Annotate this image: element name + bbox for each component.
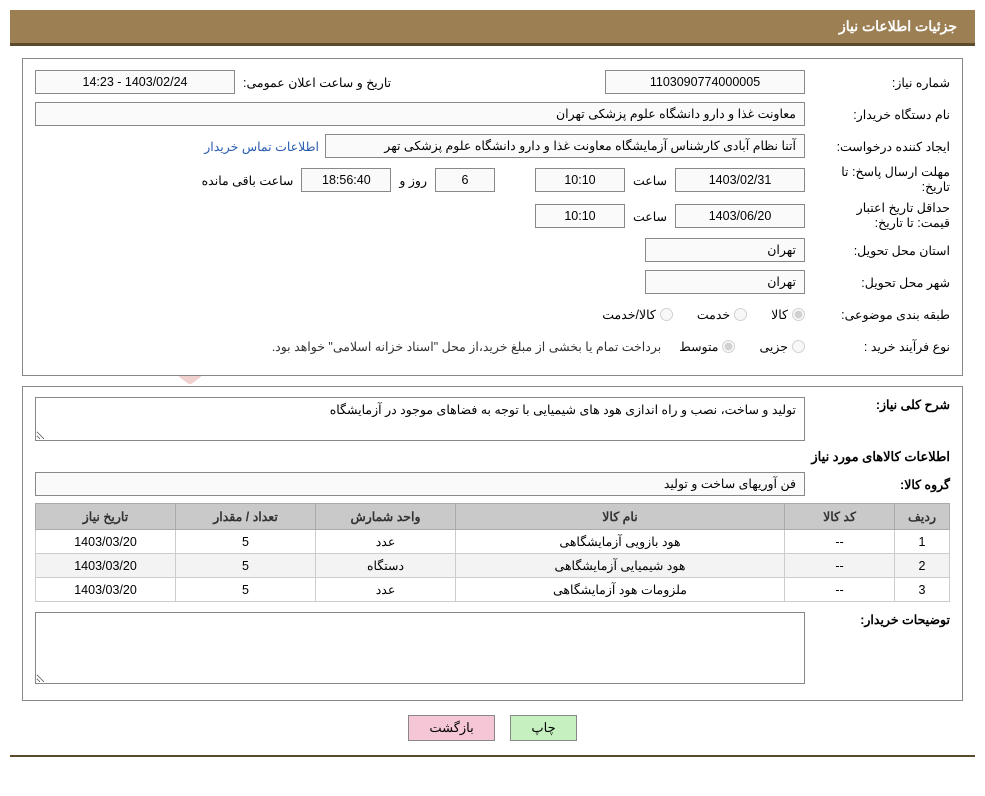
buyer-org-value: معاونت غذا و دارو دانشگاه علوم پزشکی تهر…	[35, 102, 805, 126]
back-button[interactable]: بازگشت	[408, 715, 494, 741]
days-remaining: 6	[435, 168, 495, 192]
th-date: تاریخ نیاز	[36, 504, 176, 530]
delivery-city-label: شهر محل تحویل:	[805, 275, 950, 290]
th-code: کد کالا	[785, 504, 895, 530]
desc-textarea[interactable]: تولید و ساخت، نصب و راه اندازی هود های ش…	[35, 397, 805, 441]
requester-label: ایجاد کننده درخواست:	[805, 139, 950, 154]
th-row-no: ردیف	[895, 504, 950, 530]
purchase-medium-input[interactable]	[722, 340, 735, 353]
min-validity-date: 1403/06/20	[675, 204, 805, 228]
table-cell-n: 2	[895, 554, 950, 578]
desc-text: تولید و ساخت، نصب و راه اندازی هود های ش…	[330, 403, 796, 417]
days-word: روز و	[391, 173, 435, 188]
time-remaining-label: ساعت باقی مانده	[194, 173, 302, 188]
purchase-partial-label: جزیی	[759, 339, 788, 354]
desc-label: شرح کلی نیاز:	[805, 397, 950, 412]
th-name: نام کالا	[456, 504, 785, 530]
deadline-date: 1403/02/31	[675, 168, 805, 192]
purchase-note: برداخت تمام یا بخشی از مبلغ خرید،از محل …	[272, 339, 662, 354]
class-goods-service-radio[interactable]: کالا/خدمت	[602, 307, 673, 322]
class-goods-label: کالا	[771, 307, 788, 322]
class-goods-service-input[interactable]	[660, 308, 673, 321]
table-cell-date: 1403/03/20	[36, 530, 176, 554]
purchase-partial-radio[interactable]: جزیی	[759, 339, 805, 354]
class-service-input[interactable]	[734, 308, 747, 321]
min-validity-time: 10:10	[535, 204, 625, 228]
buyer-notes-textarea[interactable]	[35, 612, 805, 684]
time-label-2: ساعت	[625, 209, 675, 224]
table-row: 3--ملزومات هود آزمایشگاهیعدد51403/03/20	[36, 578, 950, 602]
table-cell-code: --	[785, 578, 895, 602]
class-service-label: خدمت	[697, 307, 730, 322]
table-cell-name: هود شیمیایی آزمایشگاهی	[456, 554, 785, 578]
need-info-panel: شماره نیاز: 1103090774000005 تاریخ و ساع…	[22, 58, 963, 376]
table-cell-qty: 5	[176, 530, 316, 554]
table-header-row: ردیف کد کالا نام کالا واحد شمارش تعداد /…	[36, 504, 950, 530]
table-cell-date: 1403/03/20	[36, 554, 176, 578]
classification-radios: کالا خدمت کالا/خدمت	[584, 307, 805, 322]
buyer-org-label: نام دستگاه خریدار:	[805, 107, 950, 122]
items-table: ردیف کد کالا نام کالا واحد شمارش تعداد /…	[35, 503, 950, 602]
pub-datetime-label: تاریخ و ساعت اعلان عمومی:	[235, 75, 399, 90]
purchase-partial-input[interactable]	[792, 340, 805, 353]
goods-group-value: فن آوریهای ساخت و تولید	[35, 472, 805, 496]
table-cell-qty: 5	[176, 554, 316, 578]
table-cell-n: 3	[895, 578, 950, 602]
need-no-value: 1103090774000005	[605, 70, 805, 94]
table-cell-date: 1403/03/20	[36, 578, 176, 602]
table-row: 2--هود شیمیایی آزمایشگاهیدستگاه51403/03/…	[36, 554, 950, 578]
need-no-label: شماره نیاز:	[805, 75, 950, 90]
deadline-label: مهلت ارسال پاسخ: تا تاریخ:	[805, 165, 950, 195]
purchase-medium-label: متوسط	[679, 339, 718, 354]
action-buttons: چاپ بازگشت	[0, 715, 985, 741]
requester-value: آتنا نظام آبادی کارشناس آزمایشگاه معاونت…	[325, 134, 805, 158]
table-cell-qty: 5	[176, 578, 316, 602]
table-cell-name: ملزومات هود آزمایشگاهی	[456, 578, 785, 602]
class-goods-service-label: کالا/خدمت	[602, 307, 656, 322]
delivery-province-label: استان محل تحویل:	[805, 243, 950, 258]
bottom-divider	[10, 755, 975, 757]
delivery-province-value: تهران	[645, 238, 805, 262]
classification-label: طبقه بندی موضوعی:	[805, 307, 950, 322]
class-service-radio[interactable]: خدمت	[697, 307, 747, 322]
buyer-contact-link[interactable]: اطلاعات تماس خریدار	[204, 139, 325, 154]
time-remaining: 18:56:40	[301, 168, 391, 192]
deadline-time: 10:10	[535, 168, 625, 192]
goods-group-label: گروه کالا:	[805, 477, 950, 492]
table-cell-n: 1	[895, 530, 950, 554]
purchase-type-label: نوع فرآیند خرید :	[805, 339, 950, 354]
print-button[interactable]: چاپ	[510, 715, 576, 741]
table-cell-code: --	[785, 530, 895, 554]
page-header: جزئیات اطلاعات نیاز	[10, 10, 975, 43]
table-cell-name: هود بازویی آزمایشگاهی	[456, 530, 785, 554]
page-title: جزئیات اطلاعات نیاز	[839, 18, 957, 34]
th-unit: واحد شمارش	[316, 504, 456, 530]
delivery-city-value: تهران	[645, 270, 805, 294]
buyer-notes-label: توضیحات خریدار:	[805, 612, 950, 627]
class-goods-radio[interactable]: کالا	[771, 307, 805, 322]
purchase-medium-radio[interactable]: متوسط	[679, 339, 735, 354]
pub-datetime-value: 1403/02/24 - 14:23	[35, 70, 235, 94]
table-cell-code: --	[785, 554, 895, 578]
table-cell-unit: دستگاه	[316, 554, 456, 578]
table-cell-unit: عدد	[316, 578, 456, 602]
time-label-1: ساعت	[625, 173, 675, 188]
table-cell-unit: عدد	[316, 530, 456, 554]
purchase-type-radios: جزیی متوسط	[661, 339, 805, 354]
header-divider	[10, 43, 975, 46]
min-validity-label: حداقل تاریخ اعتبار قیمت: تا تاریخ:	[805, 201, 950, 231]
table-row: 1--هود بازویی آزمایشگاهیعدد51403/03/20	[36, 530, 950, 554]
items-section-title: اطلاعات کالاهای مورد نیاز	[35, 449, 950, 465]
class-goods-input[interactable]	[792, 308, 805, 321]
need-items-panel: شرح کلی نیاز: تولید و ساخت، نصب و راه ان…	[22, 386, 963, 701]
th-qty: تعداد / مقدار	[176, 504, 316, 530]
